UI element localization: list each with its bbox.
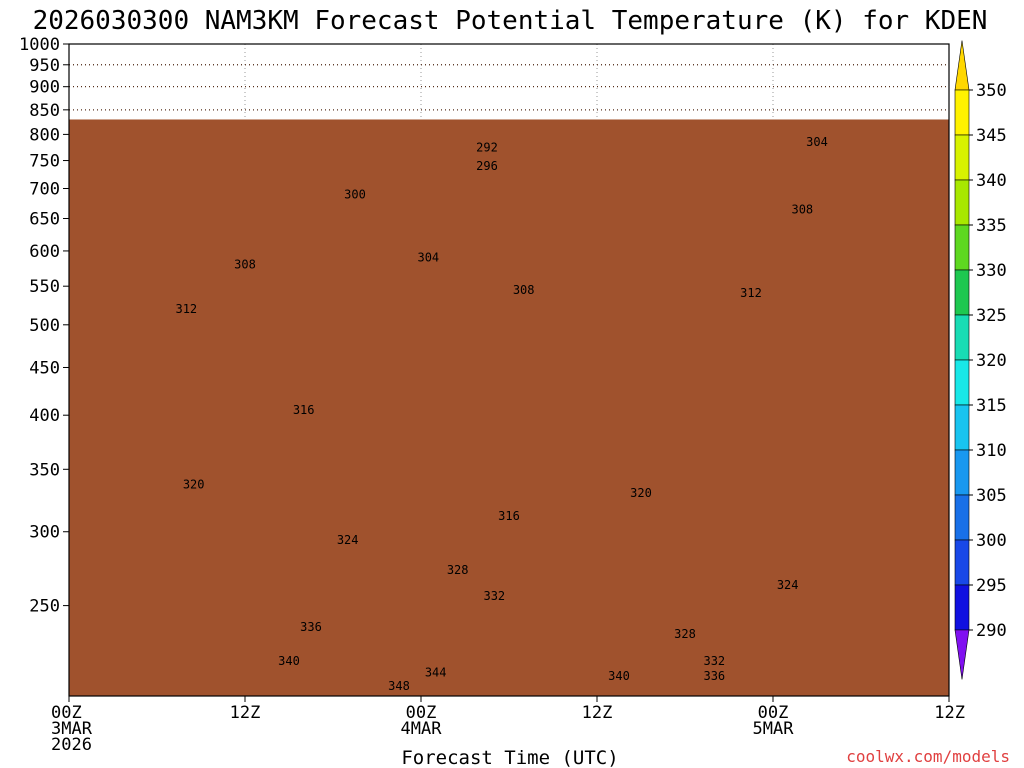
colorbar-segment (954, 539, 970, 586)
x-tick-label: 3MAR (51, 719, 93, 739)
colorbar: 350 345 340 335 330 325 320 315 310 305 300 295 290 (954, 40, 1007, 680)
y-tick-label: 900 (29, 78, 60, 98)
y-tick-label: 550 (29, 277, 60, 297)
contour-label: 336 (300, 620, 322, 634)
contour-label: 308 (791, 202, 813, 216)
contour-label: 304 (806, 135, 828, 149)
x-axis-label: Forecast Time (UTC) (401, 747, 618, 768)
colorbar-tick-label: 340 (976, 171, 1007, 191)
contour-label: 308 (234, 258, 256, 272)
colorbar-tick-label: 335 (976, 216, 1007, 236)
colorbar-tick-label: 290 (976, 621, 1007, 641)
contour-label: 344 (425, 665, 447, 679)
y-tick-label: 600 (29, 242, 60, 262)
colorbar-segment (954, 584, 970, 631)
credit-text[interactable]: coolwx.com/models (846, 747, 1010, 766)
contour-label: 336 (703, 669, 725, 683)
x-tick-label: 00Z (406, 703, 437, 723)
y-tick-label: 350 (29, 460, 60, 480)
y-tick-label: 250 (29, 597, 60, 617)
chart-title: 2026030300 NAM3KM Forecast Potential Tem… (33, 6, 988, 36)
x-tick-label: 12Z (582, 703, 613, 723)
colorbar-tick-label: 295 (976, 576, 1007, 596)
colorbar-tick-label: 320 (976, 351, 1007, 371)
y-tick-label: 300 (29, 523, 60, 543)
colorbar-tick-label: 350 (976, 81, 1007, 101)
contour-label: 348 (388, 679, 410, 693)
colorbar-segment (954, 89, 970, 136)
x-tick-label: 4MAR (401, 719, 443, 739)
contour-label: 340 (608, 669, 630, 683)
contour-label: 328 (674, 627, 696, 641)
colorbar-tick-label: 345 (976, 126, 1007, 146)
contour-label: 328 (447, 563, 469, 577)
y-tick-label: 850 (29, 101, 60, 121)
colorbar-tick-label: 325 (976, 306, 1007, 326)
y-tick-label: 750 (29, 152, 60, 172)
colorbar-segment (954, 224, 970, 271)
plot-frame (68, 43, 950, 697)
contour-label: 312 (740, 286, 762, 300)
contour-label: 316 (498, 509, 520, 523)
contour-label: 324 (777, 578, 799, 592)
contour-label: 340 (278, 654, 300, 668)
x-tick-label: 2026 (51, 735, 92, 755)
colorbar-segment (954, 449, 970, 496)
contour-label: 292 (476, 140, 498, 154)
y-tick-label: 800 (29, 125, 60, 145)
y-tick-label: 650 (29, 210, 60, 230)
contour-label: 308 (513, 283, 535, 297)
colorbar-segment (954, 404, 970, 451)
colorbar-segment (954, 269, 970, 316)
x-tick-label: 12Z (934, 703, 965, 723)
colorbar-tick-label: 310 (976, 441, 1007, 461)
colorbar-tick-label: 315 (976, 396, 1007, 416)
y-tick-label: 1000 (19, 35, 60, 55)
contour-label: 332 (483, 589, 505, 603)
colorbar-segment (954, 494, 970, 541)
y-tick-label: 500 (29, 316, 60, 336)
y-tick-label: 400 (29, 406, 60, 426)
y-tick-label: 450 (29, 358, 60, 378)
colorbar-segment (954, 134, 970, 181)
contour-label: 304 (417, 251, 439, 265)
colorbar-tick-label: 305 (976, 486, 1007, 506)
colorbar-tick-label: 330 (976, 261, 1007, 281)
contour-label: 320 (183, 478, 205, 492)
contour-label: 296 (476, 159, 498, 173)
colorbar-arrow-bottom (954, 629, 970, 680)
contour-label: 324 (337, 533, 359, 547)
colorbar-segment (954, 314, 970, 361)
colorbar-segment (954, 359, 970, 406)
x-tick-label: 00Z (51, 703, 82, 723)
y-tick-label: 700 (29, 179, 60, 199)
x-tick-label: 12Z (230, 703, 261, 723)
x-tick-label: 00Z (758, 703, 789, 723)
colorbar-arrow-top (954, 40, 970, 91)
terrain-block (69, 119, 949, 696)
contour-label: 320 (630, 486, 652, 500)
y-axis: 250 300 350 400 450 500 550 600 650 700 750 800 850 9… (19, 35, 69, 617)
contour-label: 312 (175, 302, 197, 316)
contour-label: 300 (344, 187, 366, 201)
contour-label: 332 (703, 654, 725, 668)
colorbar-segment (954, 179, 970, 226)
x-tick-label: 5MAR (753, 719, 795, 739)
contour-label: 316 (293, 403, 315, 417)
colorbar-tick-label: 300 (976, 531, 1007, 551)
y-tick-label: 950 (29, 56, 60, 76)
